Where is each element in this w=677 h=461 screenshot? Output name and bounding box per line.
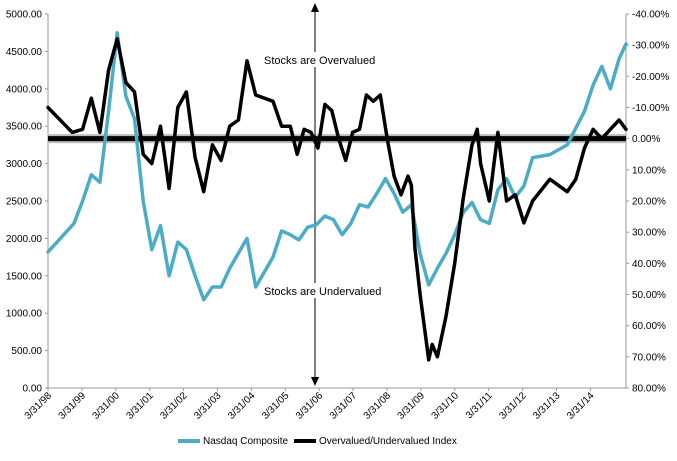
legend-label-index: Overvalued/Undervalued Index	[319, 436, 457, 447]
undervalued-label-bg	[262, 283, 374, 298]
annotation-layer: Stocks are Overvalued Stocks are Underva…	[262, 52, 381, 298]
left-tick-label: 3000.00	[6, 159, 43, 170]
right-tick-label: -20.00%	[632, 72, 669, 83]
right-tick-label: 20.00%	[632, 197, 666, 208]
right-tick-label: 50.00%	[632, 290, 666, 301]
legend: Nasdaq Composite Overvalued/Undervalued …	[178, 436, 457, 447]
series-line-nasdaq	[46, 30, 628, 302]
series-layer	[46, 30, 628, 362]
overvalued-label: Stocks are Overvalued	[264, 55, 375, 67]
arrow-head-up	[311, 3, 319, 12]
left-tick-label: 3500.00	[6, 122, 43, 133]
legend-label-nasdaq: Nasdaq Composite	[203, 436, 288, 447]
right-tick-label: -10.00%	[632, 103, 669, 114]
left-tick-label: 0.00	[23, 384, 43, 395]
series-line-index	[46, 37, 628, 362]
right-tick-labels: -40.00% -30.00% -20.00% -10.00% 0.00% 10.00% 2…	[626, 10, 669, 395]
left-tick-label: 5000.00	[6, 10, 43, 21]
left-tick-label: 2500.00	[6, 197, 43, 208]
right-tick-label: 60.00%	[632, 321, 666, 332]
left-tick-labels: 0.00 500.00 1000.00 1500.00 2000.00 2500.00 30…	[6, 10, 48, 395]
valuation-arrow	[311, 3, 319, 386]
left-tick-label: 500.00	[11, 346, 42, 357]
right-tick-label: -30.00%	[632, 41, 669, 52]
left-tick-label: 1000.00	[6, 309, 43, 320]
undervalued-label: Stocks are Undervalued	[264, 286, 381, 298]
right-tick-label: 30.00%	[632, 228, 666, 239]
right-tick-label: -40.00%	[632, 10, 669, 21]
right-tick-label: 80.00%	[632, 384, 666, 395]
right-tick-label: 40.00%	[632, 259, 666, 270]
left-tick-label: 1500.00	[6, 271, 43, 282]
left-tick-label: 2000.00	[6, 234, 43, 245]
left-tick-label: 4000.00	[6, 84, 43, 95]
arrow-head-down	[311, 377, 319, 386]
left-tick-label: 4500.00	[6, 47, 43, 58]
right-tick-label: 70.00%	[632, 352, 666, 363]
right-tick-label: 10.00%	[632, 165, 666, 176]
overvalued-label-bg	[262, 52, 368, 67]
right-tick-label: 0.00%	[632, 134, 660, 145]
